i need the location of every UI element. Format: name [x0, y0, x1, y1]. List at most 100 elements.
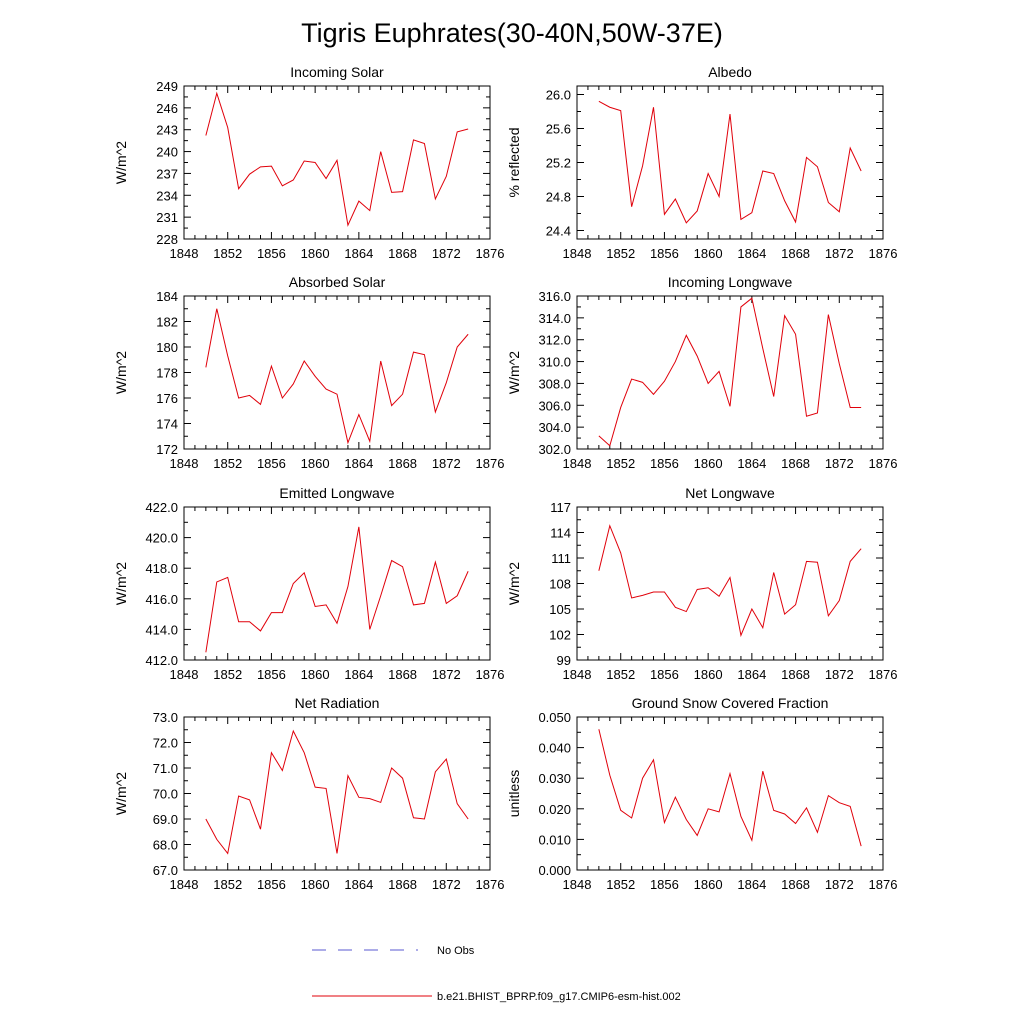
x-tick-label: 1872: [825, 246, 854, 261]
y-tick-label: 246: [156, 101, 178, 116]
y-tick-label: 0.030: [538, 771, 571, 786]
x-tick-label: 1848: [563, 456, 592, 471]
y-tick-label: 0.050: [538, 710, 571, 725]
x-tick-label: 1864: [344, 667, 373, 682]
x-tick-label: 1848: [170, 667, 199, 682]
y-tick-label: 308.0: [538, 376, 571, 391]
panel-2: Absorbed Solar W/m^2 1848 1852 1856 1860 1864 1…: [113, 274, 504, 471]
figure-title: Tigris Euphrates(30-40N,50W-37E): [301, 18, 723, 48]
x-tick-label: 1868: [781, 456, 810, 471]
y-tick-label: 24.8: [546, 190, 571, 205]
y-tick-label: 418.0: [145, 561, 178, 576]
y-tick-label: 25.2: [546, 156, 571, 171]
x-tick-label: 1876: [476, 246, 505, 261]
y-tick-label: 182: [156, 315, 178, 330]
x-tick-label: 1848: [170, 456, 199, 471]
y-axis-label: W/m^2: [113, 562, 129, 605]
y-axis-label: W/m^2: [506, 351, 522, 394]
x-tick-label: 1852: [213, 456, 242, 471]
legend-model-label: b.e21.BHIST_BPRP.f09_g17.CMIP6-esm-hist.…: [437, 991, 681, 1003]
y-tick-label: 0.000: [538, 863, 571, 878]
x-tick-label: 1852: [213, 877, 242, 892]
x-tick-label: 1856: [650, 667, 679, 682]
y-tick-label: 412.0: [145, 653, 178, 668]
y-tick-label: 114: [550, 526, 571, 541]
panel-title: Emitted Longwave: [279, 485, 394, 501]
x-tick-label: 1864: [344, 877, 373, 892]
x-tick-label: 1852: [213, 246, 242, 261]
x-tick-label: 1856: [650, 246, 679, 261]
series-line-0: [205, 526, 469, 653]
x-tick-label: 1860: [301, 246, 330, 261]
y-tick-label: 0.040: [538, 741, 571, 756]
y-tick-label: 304.0: [538, 420, 571, 435]
x-tick-label: 1848: [170, 877, 199, 892]
x-tick-label: 1852: [606, 246, 635, 261]
panel-title: Absorbed Solar: [289, 274, 386, 290]
series-line-0: [205, 729, 469, 855]
x-tick-label: 1872: [825, 667, 854, 682]
x-tick-label: 1876: [476, 667, 505, 682]
x-tick-label: 1860: [694, 667, 723, 682]
plot-frame: [576, 506, 884, 661]
x-tick-label: 1848: [563, 877, 592, 892]
x-tick-label: 1856: [650, 877, 679, 892]
y-tick-label: 0.010: [538, 832, 571, 847]
y-tick-label: 0.020: [538, 802, 571, 817]
y-tick-label: 70.0: [153, 787, 178, 802]
y-axis-label: W/m^2: [113, 351, 129, 394]
x-tick-label: 1852: [606, 877, 635, 892]
x-tick-label: 1864: [344, 456, 373, 471]
panel-title: Incoming Solar: [290, 64, 384, 80]
panel-4: Emitted Longwave W/m^2 1848 1852 1856 1860 186…: [113, 485, 504, 682]
y-tick-label: 302.0: [538, 442, 571, 457]
x-tick-label: 1860: [301, 456, 330, 471]
x-tick-label: 1864: [737, 667, 766, 682]
x-tick-label: 1856: [650, 456, 679, 471]
y-tick-label: 73.0: [153, 710, 178, 725]
x-tick-label: 1872: [432, 246, 461, 261]
x-tick-label: 1864: [737, 877, 766, 892]
x-tick-label: 1876: [869, 667, 898, 682]
y-tick-label: 99: [557, 653, 571, 668]
y-tick-label: 237: [156, 166, 178, 181]
x-tick-label: 1876: [869, 456, 898, 471]
y-tick-label: 176: [156, 391, 178, 406]
y-tick-label: 25.6: [546, 122, 571, 137]
x-tick-label: 1860: [694, 246, 723, 261]
x-tick-label: 1872: [432, 877, 461, 892]
x-tick-label: 1848: [170, 246, 199, 261]
x-tick-label: 1868: [781, 877, 810, 892]
panel-1: Albedo % reflected 1848 1852 1856 1860 1864 186…: [506, 64, 897, 261]
x-tick-label: 1868: [781, 667, 810, 682]
x-tick-label: 1876: [869, 246, 898, 261]
x-tick-label: 1860: [301, 667, 330, 682]
panel-title: Albedo: [708, 64, 752, 80]
x-tick-label: 1876: [476, 877, 505, 892]
x-tick-label: 1864: [737, 246, 766, 261]
plot-frame: [183, 716, 491, 871]
plot-frame: [576, 716, 884, 871]
legend-no-obs-label: No Obs: [437, 945, 475, 957]
y-tick-label: 414.0: [145, 622, 178, 637]
panel-5: Net Longwave W/m^2 1848 1852 1856 1860 1864 186…: [506, 485, 897, 682]
x-tick-label: 1872: [432, 456, 461, 471]
y-tick-label: 117: [550, 500, 571, 515]
y-tick-label: 184: [156, 289, 178, 304]
panel-title: Net Radiation: [295, 695, 380, 711]
y-tick-label: 243: [156, 123, 178, 138]
y-tick-label: 240: [156, 145, 178, 160]
y-axis-label: % reflected: [506, 127, 522, 197]
y-tick-label: 316.0: [538, 289, 571, 304]
y-tick-label: 67.0: [153, 863, 178, 878]
y-tick-label: 24.4: [546, 224, 571, 239]
x-tick-label: 1852: [606, 456, 635, 471]
x-tick-label: 1876: [476, 456, 505, 471]
y-tick-label: 420.0: [145, 531, 178, 546]
x-tick-label: 1856: [257, 667, 286, 682]
y-tick-label: 178: [156, 366, 178, 381]
panel-6: Net Radiation W/m^2 1848 1852 1856 1860 1864 18…: [113, 695, 504, 892]
plot-frame: [183, 506, 491, 661]
y-axis-label: W/m^2: [113, 141, 129, 184]
